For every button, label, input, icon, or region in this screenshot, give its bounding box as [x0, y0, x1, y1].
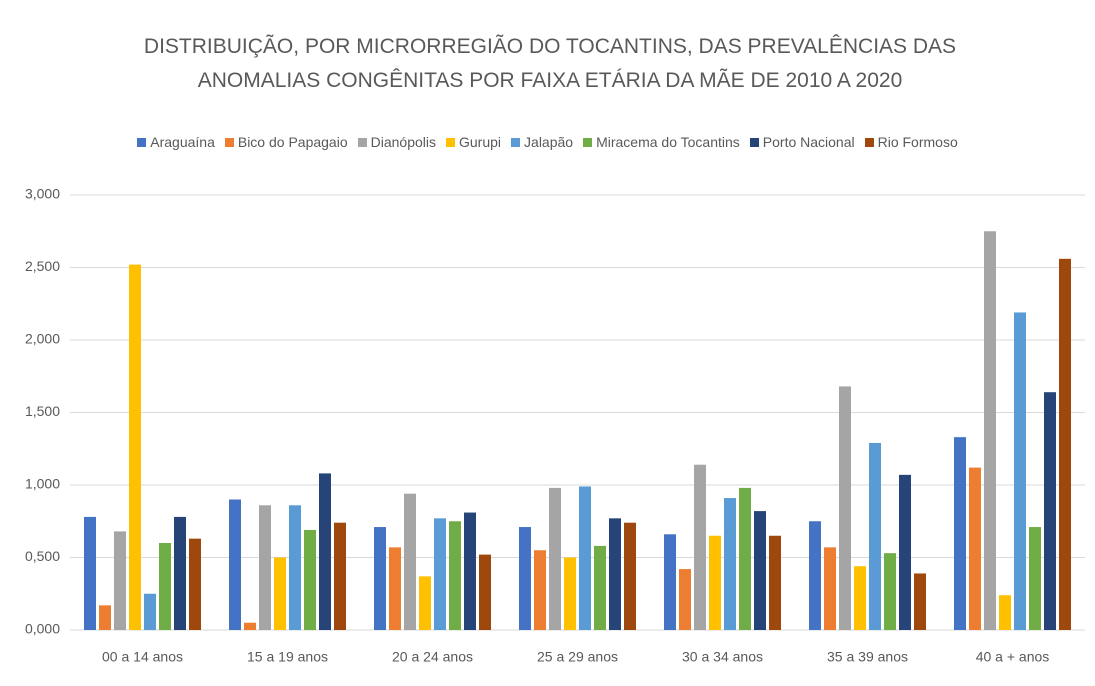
bar: [419, 576, 431, 630]
bar: [114, 531, 126, 630]
x-tick-label: 00 a 14 anos: [102, 649, 183, 665]
bar: [159, 543, 171, 630]
bar: [274, 557, 286, 630]
x-tick-label: 25 a 29 anos: [537, 649, 618, 665]
bar: [884, 553, 896, 630]
legend-item: Bico do Papagaio: [224, 134, 348, 150]
bar: [434, 518, 446, 630]
bar: [1059, 258, 1071, 630]
legend-swatch: [357, 137, 367, 147]
bar: [754, 511, 766, 630]
legend-item: Miracema do Tocantins: [583, 134, 740, 150]
bar: [724, 498, 736, 630]
legend-swatch: [583, 137, 593, 147]
bar: [579, 486, 591, 630]
bar: [839, 386, 851, 630]
bar: [174, 516, 186, 630]
bar: [99, 605, 111, 630]
legend-label: Miracema do Tocantins: [596, 134, 740, 150]
legend-label: Jalapão: [524, 134, 574, 150]
bar: [1029, 527, 1041, 630]
y-tick-label: 0,000: [25, 621, 60, 637]
bar: [679, 569, 691, 630]
bar: [334, 522, 346, 630]
y-tick-label: 3,000: [25, 186, 60, 202]
legend-swatch: [864, 137, 874, 147]
bar: [229, 499, 241, 630]
bar: [189, 538, 201, 630]
bar: [1044, 392, 1056, 630]
x-tick-label: 15 a 19 anos: [247, 649, 328, 665]
bar: [899, 474, 911, 630]
legend-item: Porto Nacional: [749, 134, 855, 150]
bar: [259, 505, 271, 630]
x-tick-label: 40 a + anos: [976, 649, 1050, 665]
bar: [404, 493, 416, 630]
bar: [319, 473, 331, 630]
chart-title: DISTRIBUIÇÃO, POR MICRORREGIÃO DO TOCANT…: [143, 35, 957, 92]
bar: [464, 512, 476, 630]
bar: [534, 550, 546, 630]
bar: [984, 231, 996, 630]
bar: [129, 264, 141, 630]
bar: [84, 516, 96, 630]
legend-swatch: [224, 137, 234, 147]
legend: Araguaína Bico do Papagaio Dianópolis Gurup…: [0, 134, 1095, 150]
bar: [664, 534, 676, 630]
bar: [289, 505, 301, 630]
bar: [479, 554, 491, 630]
bar: [624, 522, 636, 630]
legend-swatch: [749, 137, 759, 147]
legend-label: Rio Formoso: [877, 134, 958, 150]
bar: [594, 545, 606, 630]
x-tick-label: 30 a 34 anos: [682, 649, 763, 665]
bar: [769, 535, 781, 630]
bar: [519, 527, 531, 630]
legend-label: Bico do Papagaio: [237, 134, 348, 150]
bar: [374, 527, 386, 630]
legend-swatch: [137, 137, 147, 147]
bar: [694, 464, 706, 630]
bar: [609, 518, 621, 630]
y-tick-label: 2,500: [25, 258, 60, 274]
bar: [954, 437, 966, 630]
legend-item: Jalapão: [511, 134, 573, 150]
legend-item: Gurupi: [446, 134, 501, 150]
legend-item: Araguaína: [137, 134, 215, 150]
x-tick-label: 35 a 39 anos: [827, 649, 908, 665]
bar: [739, 487, 751, 630]
y-tick-label: 1,500: [25, 403, 60, 419]
legend-swatch: [511, 137, 521, 147]
bar: [449, 521, 461, 630]
legend-item: Dianópolis: [357, 134, 436, 150]
bar: [304, 529, 316, 630]
bar: [389, 547, 401, 630]
y-tick-label: 2,000: [25, 331, 60, 347]
bar: [999, 595, 1011, 630]
y-tick-label: 0,500: [25, 548, 60, 564]
bar: [824, 547, 836, 630]
bar: [914, 573, 926, 630]
bar: [549, 487, 561, 630]
y-tick-label: 1,000: [25, 476, 60, 492]
bar: [1014, 312, 1026, 630]
bar: [809, 521, 821, 630]
bar: [709, 535, 721, 630]
legend-swatch: [446, 137, 455, 147]
bar: [564, 557, 576, 630]
bar: [869, 442, 881, 630]
bar: [854, 566, 866, 630]
bar: [144, 593, 156, 630]
legend-label: Porto Nacional: [762, 134, 855, 150]
bar: [969, 467, 981, 630]
legend-label: Dianópolis: [370, 134, 436, 150]
x-tick-label: 20 a 24 anos: [392, 649, 473, 665]
bar: [244, 622, 256, 630]
legend-label: Araguaína: [150, 134, 215, 150]
legend-item: Rio Formoso: [864, 134, 958, 150]
legend-label: Gurupi: [459, 134, 502, 150]
